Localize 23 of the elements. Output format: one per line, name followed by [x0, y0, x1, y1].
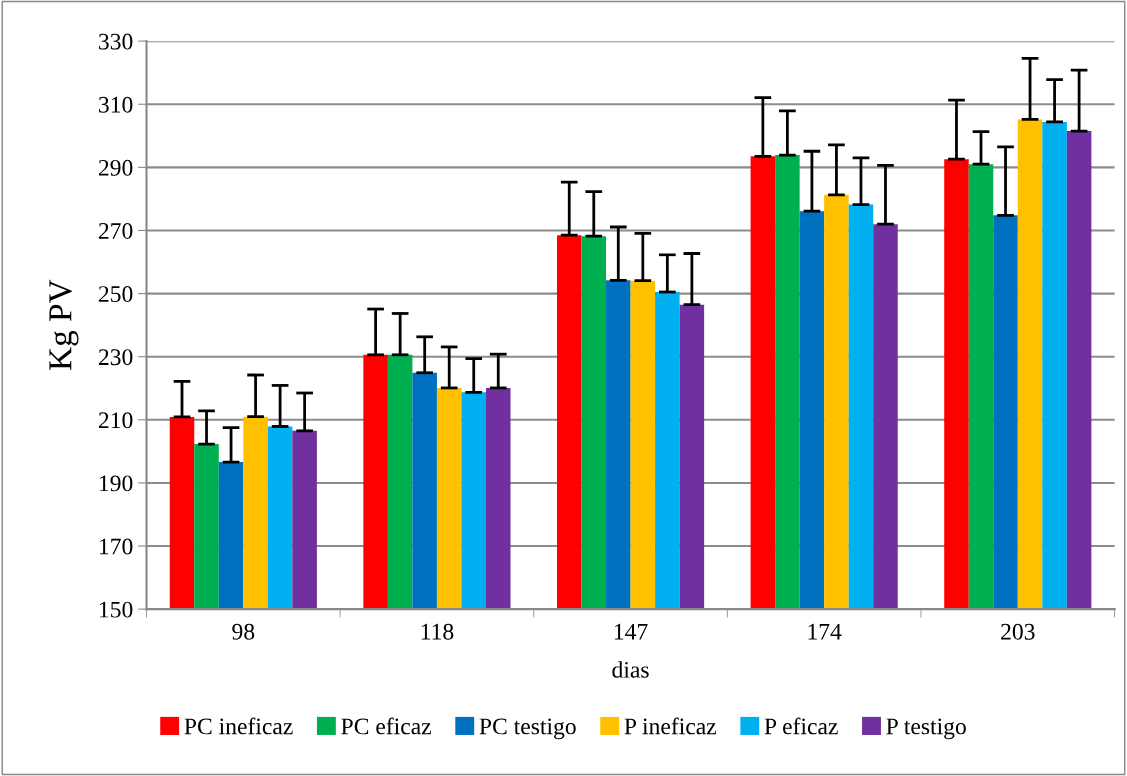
y-tick-label: 330	[99, 33, 133, 50]
y-tick-label: 290	[98, 159, 133, 176]
legend-label: PC ineficaz	[184, 717, 293, 735]
y-tick-label: 190	[99, 475, 133, 492]
x-tick-label: 98	[232, 623, 255, 640]
x-axis-title: dias	[612, 661, 649, 678]
y-tick-label: 210	[98, 412, 133, 429]
legend-label: PC testigo	[479, 718, 576, 740]
x-tick-label: 147	[614, 623, 648, 640]
y-tick-label: 170	[99, 538, 133, 555]
legend-label: PC eficaz	[341, 717, 432, 735]
x-tick-label: 174	[808, 623, 842, 640]
legend-label: P testigo	[886, 718, 966, 740]
y-tick-label: 270	[98, 222, 133, 239]
x-tick-label: 118	[421, 623, 454, 640]
y-tick-label: 250	[98, 286, 133, 303]
y-tick-label: 150	[99, 601, 133, 618]
y-tick-label: 230	[98, 349, 133, 366]
y-tick-label: 310	[99, 96, 133, 113]
legend-label: P eficaz	[764, 717, 838, 735]
y-axis-title: Kg PV	[49, 279, 79, 371]
x-tick-label: 203	[1001, 623, 1035, 640]
legend-label: P ineficaz	[624, 717, 717, 735]
